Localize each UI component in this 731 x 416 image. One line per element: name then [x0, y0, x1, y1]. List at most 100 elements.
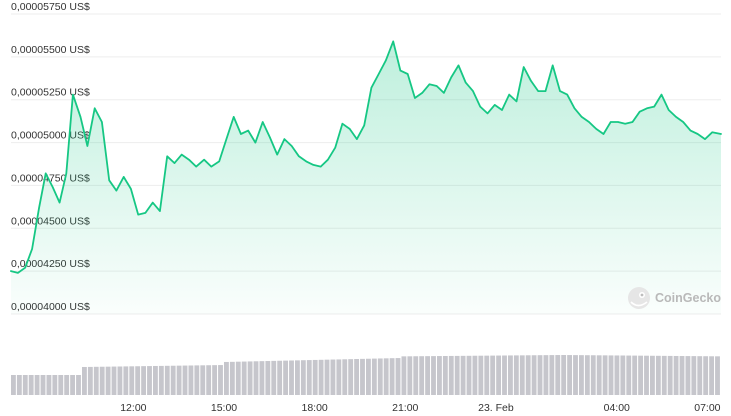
- volume-bar: [632, 355, 638, 395]
- volume-bar: [235, 361, 241, 395]
- volume-bar: [466, 355, 472, 395]
- volume-bar: [306, 360, 312, 395]
- volume-bar: [200, 365, 206, 395]
- price-point: [130, 188, 132, 190]
- volume-bar: [135, 366, 141, 395]
- price-point: [17, 272, 19, 274]
- volume-bar: [312, 359, 318, 395]
- volume-bar: [490, 355, 496, 395]
- volume-bar: [448, 355, 454, 395]
- volume-bar: [300, 360, 306, 395]
- price-point: [421, 92, 423, 94]
- volume-bar: [82, 366, 87, 395]
- price-point: [720, 133, 722, 135]
- price-point: [465, 82, 467, 84]
- volume-bar: [537, 355, 543, 395]
- price-point: [356, 138, 358, 140]
- volume-bar: [188, 365, 194, 395]
- y-tick-label: 0,00005250 US$: [11, 87, 90, 99]
- price-point: [436, 85, 438, 87]
- price-point: [407, 73, 409, 75]
- volume-bar: [129, 366, 135, 395]
- volume-bar: [247, 361, 253, 395]
- volume-bar: [271, 360, 277, 395]
- price-point: [59, 202, 61, 204]
- volume-bar: [259, 361, 265, 395]
- volume-bar: [644, 355, 649, 395]
- volume-bar: [117, 366, 123, 395]
- volume-bar: [407, 356, 413, 395]
- price-point: [210, 166, 212, 168]
- volume-bar: [265, 361, 271, 395]
- volume-bar: [52, 375, 58, 395]
- price-point: [144, 212, 146, 214]
- price-point: [544, 90, 547, 92]
- price-point: [602, 133, 605, 135]
- price-point: [646, 107, 648, 109]
- volume-bar: [519, 355, 525, 395]
- price-point: [123, 176, 125, 178]
- price-point: [457, 64, 460, 66]
- price-point: [10, 270, 12, 272]
- volume-bar: [626, 355, 632, 395]
- volume-bars: [11, 355, 720, 395]
- price-point: [233, 116, 235, 118]
- price-point: [523, 66, 525, 68]
- price-point: [515, 100, 518, 102]
- price-point: [218, 160, 220, 162]
- volume-bar: [318, 359, 324, 395]
- volume-bar: [596, 355, 602, 395]
- volume-bar: [425, 356, 431, 395]
- volume-bar: [324, 359, 330, 395]
- price-point: [370, 87, 372, 89]
- volume-bar: [691, 356, 697, 395]
- price-point: [399, 70, 401, 72]
- volume-bar: [123, 366, 129, 395]
- price-point: [378, 73, 380, 75]
- price-point: [668, 109, 670, 111]
- volume-bar: [141, 366, 147, 395]
- volume-bar: [395, 358, 401, 395]
- price-point: [276, 154, 278, 156]
- volume-bar: [277, 360, 283, 395]
- volume-bar: [283, 360, 289, 395]
- volume-bar: [442, 356, 448, 395]
- price-point: [414, 97, 416, 99]
- volume-bar: [584, 355, 590, 395]
- price-point: [181, 154, 183, 156]
- volume-bar: [502, 355, 507, 395]
- price-point: [566, 94, 568, 96]
- volume-bar: [614, 355, 620, 395]
- price-point: [137, 214, 139, 216]
- volume-bar: [650, 355, 655, 395]
- volume-bar: [218, 365, 223, 395]
- price-point: [501, 109, 503, 111]
- price-point: [240, 133, 242, 135]
- price-point: [428, 83, 430, 85]
- price-point: [704, 138, 706, 140]
- price-point: [291, 145, 293, 147]
- volume-bar: [472, 355, 478, 395]
- volume-bar: [212, 365, 218, 395]
- volume-bar: [383, 358, 389, 395]
- volume-bar: [348, 359, 354, 395]
- price-point: [52, 186, 54, 188]
- volume-bar: [454, 355, 460, 395]
- price-point: [195, 166, 197, 168]
- volume-bar: [431, 356, 436, 395]
- price-point: [38, 207, 40, 209]
- price-point: [443, 92, 445, 94]
- price-point: [588, 121, 590, 123]
- volume-bar: [11, 375, 16, 395]
- x-tick-label: 07:00: [694, 402, 720, 414]
- volume-bar: [34, 375, 40, 395]
- volume-bar: [549, 355, 555, 395]
- price-point: [573, 107, 576, 109]
- volume-bar: [289, 360, 294, 395]
- price-point: [115, 190, 117, 192]
- price-point: [327, 159, 329, 161]
- x-tick-label: 18:00: [301, 402, 327, 414]
- price-point: [711, 131, 713, 133]
- y-tick-label: 0,00005750 US$: [11, 1, 90, 13]
- price-point: [86, 145, 88, 147]
